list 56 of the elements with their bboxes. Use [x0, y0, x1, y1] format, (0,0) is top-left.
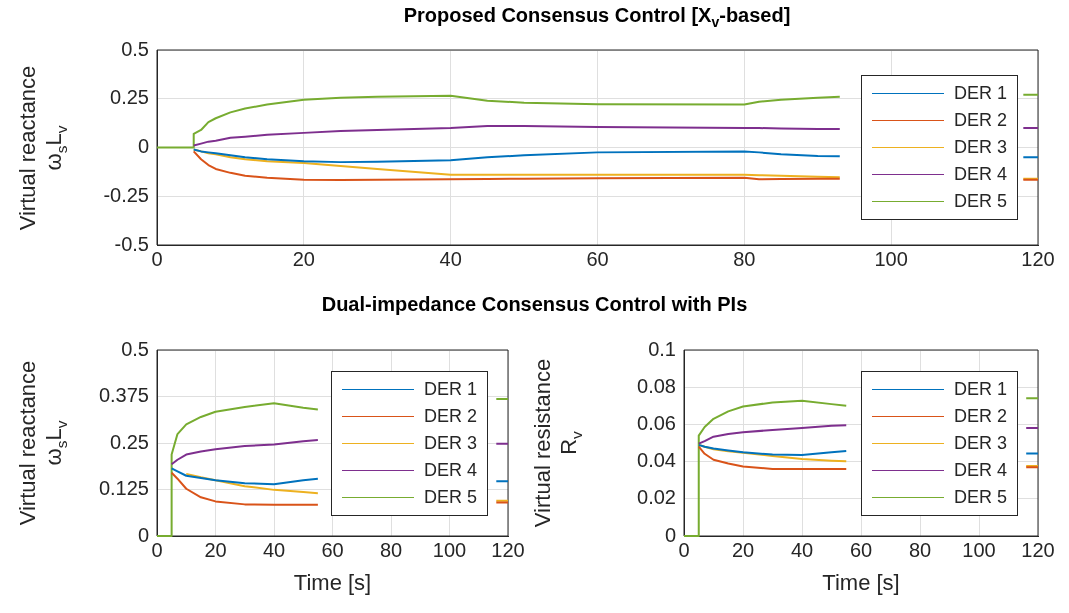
- x-tick-label: 0: [678, 538, 690, 561]
- legend-label: DER 5: [954, 486, 1008, 508]
- y-tick-label: 0.25: [110, 86, 149, 109]
- chart-title: Proposed Consensus Control [X$_{v}$-based]: [402, 4, 792, 30]
- y-tick-label: 0.125: [98, 477, 149, 500]
- y-tick-label: 0.02: [637, 486, 676, 509]
- x-tick-label: 60: [849, 538, 873, 561]
- y-tick-label: 0: [664, 523, 676, 546]
- x-tick-label: 60: [586, 247, 609, 270]
- y-tick-label: 0: [137, 523, 149, 546]
- legend-label: DER 2: [954, 405, 1008, 427]
- y-tick-label: 0.08: [637, 374, 676, 397]
- legend-label: DER 1: [424, 378, 478, 400]
- x-tick-label: 40: [262, 538, 286, 561]
- legend-label: DER 4: [424, 459, 478, 481]
- legend-label: DER 5: [424, 486, 478, 508]
- y-tick-label: 0: [137, 135, 149, 158]
- y-tick-label: 0.25: [110, 430, 149, 453]
- y-tick-label: 0.5: [121, 37, 149, 60]
- x-tick-label: 100: [874, 247, 908, 270]
- y-tick-label: -0.5: [114, 232, 149, 255]
- chart-title: Dual-impedance Consensus Control with PIs: [320, 293, 749, 316]
- x-tick-label: 120: [1021, 538, 1055, 561]
- x-tick-label: 40: [439, 247, 462, 270]
- legend-label: DER 2: [424, 405, 478, 427]
- x-axis-title: Time [s]: [822, 570, 900, 596]
- legend-label: DER 4: [954, 164, 1008, 185]
- y-tick-label: -0.25: [103, 183, 149, 206]
- x-tick-label: 100: [962, 538, 996, 561]
- y-tick-label: 0.375: [98, 384, 149, 407]
- x-tick-label: 60: [321, 538, 344, 561]
- y-tick-label: 0.06: [637, 411, 676, 434]
- x-tick-label: 20: [204, 538, 227, 561]
- x-tick-label: 80: [379, 538, 403, 561]
- legend-label: DER 2: [954, 110, 1008, 131]
- x-axis-title: Time [s]: [293, 570, 372, 596]
- x-tick-label: 80: [733, 247, 756, 270]
- x-tick-label: 120: [1021, 247, 1055, 270]
- x-tick-label: 20: [731, 538, 755, 561]
- y-tick-label: 0.04: [637, 449, 676, 472]
- x-tick-label: 20: [292, 247, 315, 270]
- y-tick-label: 0.1: [648, 337, 676, 360]
- x-tick-label: 40: [790, 538, 814, 561]
- y-tick-label: 0.5: [121, 337, 149, 360]
- legend-label: DER 5: [954, 191, 1008, 212]
- legend-label: DER 3: [954, 432, 1008, 454]
- x-tick-label: 0: [151, 538, 163, 561]
- legend-label: DER 3: [424, 432, 478, 454]
- legend-label: DER 4: [954, 459, 1008, 481]
- x-tick-label: 120: [491, 538, 525, 561]
- x-tick-label: 80: [908, 538, 932, 561]
- x-tick-label: 0: [151, 247, 163, 270]
- x-tick-label: 100: [432, 538, 467, 561]
- legend-label: DER 1: [954, 83, 1008, 104]
- legend-label: DER 3: [954, 137, 1008, 158]
- legend-label: DER 1: [954, 378, 1008, 400]
